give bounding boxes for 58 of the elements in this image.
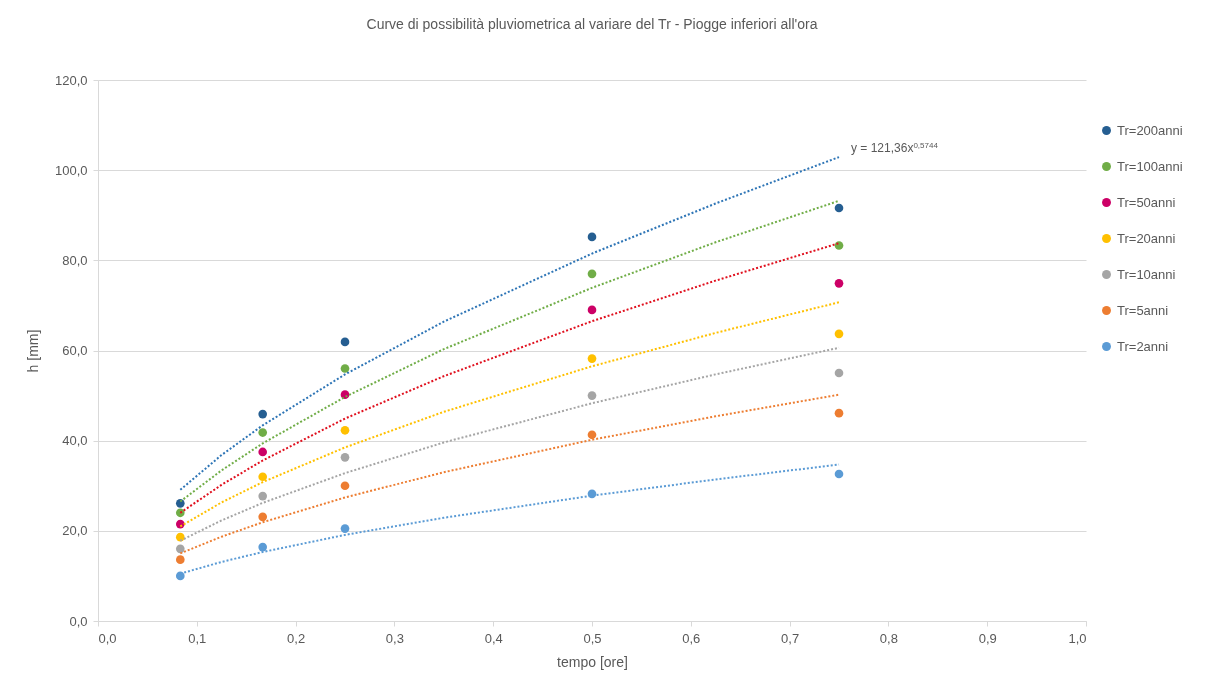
point <box>258 491 268 501</box>
x-tick-label: 0,4 <box>484 630 503 646</box>
y-tick-label: 0,0 <box>69 613 88 629</box>
x-tick-label: 0,0 <box>98 630 117 646</box>
point <box>587 391 597 400</box>
legend-label: Tr=100anni <box>1117 158 1183 174</box>
point <box>834 241 844 250</box>
x-tick-label: 0,5 <box>583 630 602 646</box>
point <box>587 305 597 315</box>
point <box>834 279 844 288</box>
annotation: y = 121,36x$^{0,5744}$ <box>851 140 939 156</box>
point <box>834 408 844 418</box>
point <box>258 512 268 522</box>
x-tick-label: 0,8 <box>879 630 898 646</box>
x-tick-label: 0,2 <box>287 630 306 646</box>
line-series <box>179 156 840 491</box>
point <box>587 269 597 279</box>
point <box>258 409 268 419</box>
legend-label: Tr=10anni <box>1117 266 1176 282</box>
point <box>340 453 350 462</box>
x-tick-label: 0,3 <box>385 630 404 646</box>
point <box>175 532 185 542</box>
x-axis-title: tempo [ore] <box>557 653 628 670</box>
point <box>258 428 268 437</box>
point <box>258 447 268 457</box>
x-tick-label: 0,6 <box>682 630 701 646</box>
point <box>175 499 185 508</box>
x-tick-label: 1,0 <box>1068 630 1087 646</box>
legend-label: Tr=20anni <box>1117 230 1176 246</box>
point <box>834 329 844 339</box>
x-tick-label: 0,1 <box>188 630 207 646</box>
point <box>175 571 185 581</box>
chart-title: Curve di possibilità pluviometrica al variare del Tr - Piogge inferiori all'ora <box>366 16 818 32</box>
point <box>258 542 268 552</box>
point <box>258 472 268 482</box>
y-tick-label: 120,0 <box>54 72 88 88</box>
point <box>340 425 350 435</box>
point <box>340 364 350 373</box>
x-tick-label: 0,9 <box>978 630 997 646</box>
y-tick-label: 20,0 <box>62 523 88 539</box>
y-axis-title: h [mm] <box>24 329 41 373</box>
point <box>587 232 597 242</box>
point <box>587 354 597 363</box>
point <box>340 524 350 533</box>
point <box>340 481 350 491</box>
point <box>340 337 350 347</box>
point <box>587 430 597 440</box>
y-tick-label: 80,0 <box>62 252 88 268</box>
legend-label: Tr=50anni <box>1117 194 1176 210</box>
legend-label: Tr=2anni <box>1117 338 1169 354</box>
legend-label: Tr=200anni <box>1117 122 1183 138</box>
point <box>175 544 185 554</box>
legend-label: Tr=5anni <box>1117 302 1169 318</box>
point <box>175 555 185 565</box>
x-tick-label: 0,7 <box>781 630 800 646</box>
y-tick-label: 100,0 <box>54 162 88 178</box>
y-tick-label: 40,0 <box>62 433 88 449</box>
y-tick-label: 60,0 <box>62 343 88 358</box>
